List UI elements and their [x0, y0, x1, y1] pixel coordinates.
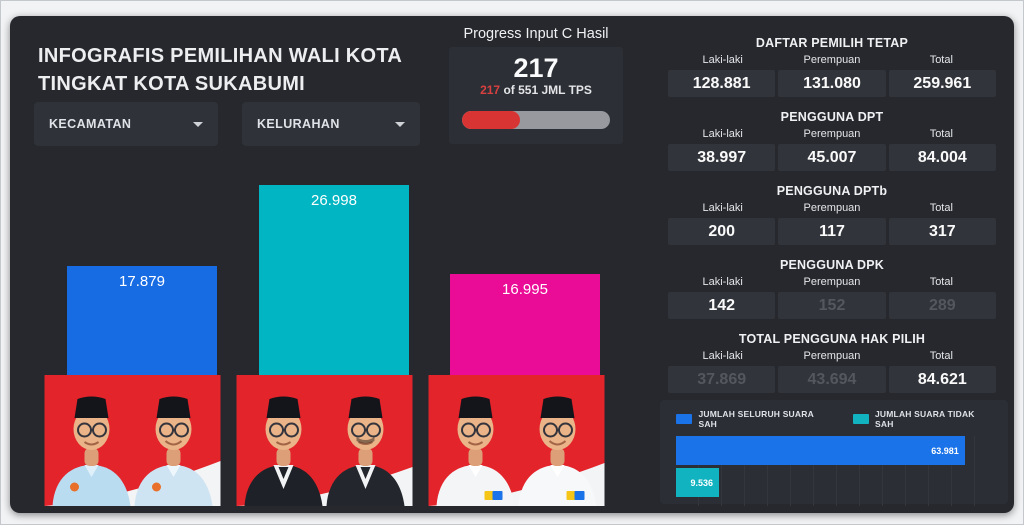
stat-group-title: TOTAL PENGGUNA HAK PILIH [738, 332, 926, 346]
page-title-line2: TINGKAT KOTA SUKABUMI [38, 73, 306, 95]
candidate-pair-2-illustration [236, 375, 413, 506]
progress-subtitle: 217 of 551 JML TPS [449, 83, 623, 97]
stat-value-cell: 37.869 [668, 366, 776, 393]
stat-group-pengguna-dpk: PENGGUNA DPK Laki-laki Perempuan Total 1… [668, 258, 996, 319]
candidate-bar-1-value: 17.879 [119, 273, 165, 290]
col-laki-laki: Laki-laki [702, 276, 743, 288]
progress-heading: Progress Input C Hasil [463, 26, 609, 42]
col-total: Total [929, 202, 953, 214]
stat-group-daftar-pemilih-tetap: DAFTAR PEMILIH TETAP Laki-laki Perempuan… [668, 36, 996, 97]
col-total: Total [929, 350, 953, 362]
votes-chart-area: 63.981 9.536 [676, 436, 992, 506]
voter-stats-panel: DAFTAR PEMILIH TETAP Laki-laki Perempuan… [668, 36, 996, 406]
progress-bar [462, 111, 610, 129]
chart-legend: JUMLAH SELURUH SUARA SAH JUMLAH SUARA TI… [676, 409, 992, 429]
candidate-pair-3-illustration [428, 375, 605, 506]
chevron-down-icon [193, 121, 203, 127]
votes-bar-suara-tidak-sah: 9.536 [676, 468, 719, 497]
col-total: Total [929, 128, 953, 140]
candidate-pair-1-illustration [44, 375, 221, 506]
votes-bar-suara-sah: 63.981 [676, 436, 965, 465]
stat-group-title: PENGGUNA DPK [779, 258, 885, 272]
maju-logo [566, 491, 585, 500]
stat-value-cell: 45.007 [778, 144, 886, 171]
stat-column-headers: Laki-laki Perempuan Total [668, 128, 996, 140]
legend-label: JUMLAH SUARA TIDAK SAH [875, 409, 975, 429]
stat-group-total-pengguna-hak-pilih: TOTAL PENGGUNA HAK PILIH Laki-laki Perem… [668, 332, 996, 393]
stat-value-cell: 84.621 [888, 366, 996, 393]
candidate-bar-3-value: 16.995 [502, 281, 548, 298]
progress-bar-fill [462, 111, 521, 129]
stat-value-cell: 38.997 [668, 144, 776, 171]
legend-swatch-blue [676, 414, 693, 424]
stat-column-headers: Laki-laki Perempuan Total [668, 350, 996, 362]
candidate-photo-2 [236, 375, 413, 506]
stat-group-pengguna-dpt: PENGGUNA DPT Laki-laki Perempuan Total 3… [668, 110, 996, 171]
stat-group-title: DAFTAR PEMILIH TETAP [755, 36, 909, 50]
chevron-down-icon [395, 121, 405, 127]
col-laki-laki: Laki-laki [702, 202, 743, 214]
stat-column-headers: Laki-laki Perempuan Total [668, 202, 996, 214]
stat-value-cell: 317 [888, 218, 996, 245]
stat-value-cell: 117 [778, 218, 886, 245]
stat-value-cell: 152 [778, 292, 886, 319]
stat-value-cell: 43.694 [778, 366, 886, 393]
col-total: Total [929, 276, 953, 288]
legend-swatch-teal [852, 414, 869, 424]
candidate-bar-2-value: 26.998 [311, 192, 357, 209]
progress-current: 217 [480, 83, 501, 97]
progress-total-label: of 551 JML TPS [500, 83, 592, 97]
kecamatan-dropdown-label: KECAMATAN [49, 117, 132, 131]
progress-count: 217 [513, 53, 559, 83]
col-laki-laki: Laki-laki [702, 54, 743, 66]
legend-label: JUMLAH SELURUH SUARA SAH [698, 409, 814, 429]
legend-item-suara-sah: JUMLAH SELURUH SUARA SAH [676, 409, 831, 429]
stat-value-cell: 200 [668, 218, 776, 245]
stat-value-cell: 259.961 [888, 70, 996, 97]
kecamatan-dropdown[interactable]: KECAMATAN [34, 102, 218, 146]
stat-column-headers: Laki-laki Perempuan Total [668, 276, 996, 288]
stat-value-cell: 142 [668, 292, 776, 319]
stat-group-pengguna-dptb: PENGGUNA DPTb Laki-laki Perempuan Total … [668, 184, 996, 245]
votes-chart-panel: JUMLAH SELURUH SUARA SAH JUMLAH SUARA TI… [660, 400, 1008, 506]
votes-bar-value: 9.536 [690, 477, 713, 488]
col-perempuan: Perempuan [803, 350, 861, 362]
col-perempuan: Perempuan [803, 128, 861, 140]
kelurahan-dropdown-label: KELURAHAN [257, 117, 340, 131]
col-perempuan: Perempuan [803, 276, 861, 288]
progress-panel: 217 217 of 551 JML TPS [449, 47, 623, 144]
col-perempuan: Perempuan [803, 54, 861, 66]
stat-value-cell: 128.881 [668, 70, 776, 97]
col-laki-laki: Laki-laki [702, 128, 743, 140]
maju-logo [484, 491, 503, 500]
votes-bar-value: 63.981 [931, 445, 959, 456]
stat-value-cell: 84.004 [888, 144, 996, 171]
stat-value-cell: 131.080 [778, 70, 886, 97]
candidate-photo-1 [44, 375, 221, 506]
legend-item-suara-tidak-sah: JUMLAH SUARA TIDAK SAH [852, 409, 992, 429]
stat-column-headers: Laki-laki Perempuan Total [668, 54, 996, 66]
candidate-photo-3 [428, 375, 605, 506]
col-laki-laki: Laki-laki [702, 350, 743, 362]
stat-group-title: PENGGUNA DPTb [776, 184, 888, 198]
kelurahan-dropdown[interactable]: KELURAHAN [242, 102, 420, 146]
page-title-line1: INFOGRAFIS PEMILIHAN WALI KOTA [38, 45, 403, 67]
stat-group-title: PENGGUNA DPT [780, 110, 884, 124]
col-total: Total [929, 54, 953, 66]
dashboard-panel: INFOGRAFIS PEMILIHAN WALI KOTA TINGKAT K… [10, 16, 1014, 513]
col-perempuan: Perempuan [803, 202, 861, 214]
page-title: INFOGRAFIS PEMILIHAN WALI KOTA TINGKAT K… [38, 42, 402, 98]
stat-value-cell: 289 [888, 292, 996, 319]
